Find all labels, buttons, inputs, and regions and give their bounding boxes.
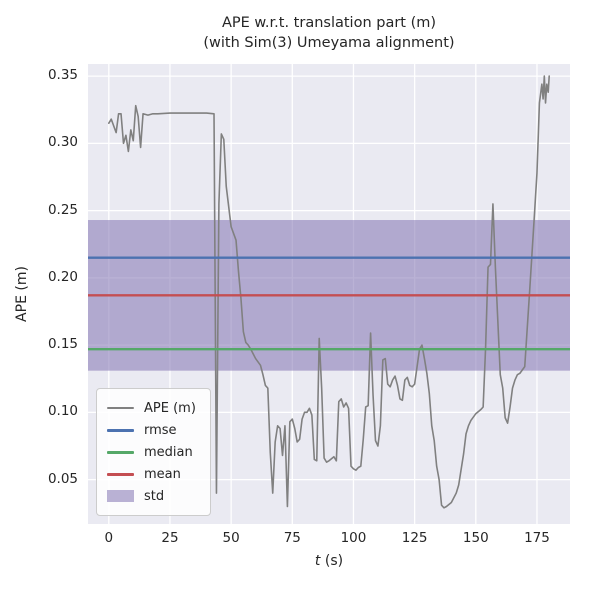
- ape-line: [107, 75, 551, 509]
- legend-label: rmse: [144, 422, 177, 438]
- y-tick-label: 0.20: [47, 268, 78, 285]
- legend-item: mean: [107, 463, 196, 485]
- legend-item: rmse: [107, 419, 196, 441]
- y-tick-label: 0.25: [47, 201, 78, 218]
- x-tick-label: 75: [283, 530, 301, 546]
- legend-swatch-patch: [107, 490, 134, 502]
- y-tick-label: 0.30: [47, 134, 78, 151]
- x-tick-label: 175: [524, 530, 550, 546]
- x-tick-label: 25: [161, 530, 179, 546]
- legend-swatch-line: [107, 472, 134, 476]
- y-tick-label: 0.35: [47, 67, 78, 84]
- legend-swatch-line: [107, 450, 134, 454]
- legend-label: median: [144, 444, 193, 460]
- y-tick-label: 0.10: [47, 403, 78, 420]
- chart-title: APE w.r.t. translation part (m) (with Si…: [88, 13, 570, 54]
- y-tick-label: 0.05: [47, 470, 78, 487]
- legend-label: APE (m): [144, 400, 196, 416]
- legend-label: std: [144, 488, 165, 504]
- legend-item: std: [107, 485, 196, 507]
- legend: APE (m) rmse median mean std: [96, 388, 211, 516]
- x-tick-label: 150: [462, 530, 489, 546]
- x-tick-label: 50: [222, 530, 240, 546]
- legend-swatch-line: [107, 428, 134, 432]
- x-tick-label: 125: [401, 530, 428, 546]
- x-axis-label-var: t: [314, 553, 321, 569]
- x-tick-label: 0: [104, 530, 114, 546]
- x-axis-label: t (s): [88, 553, 570, 569]
- legend-label: mean: [144, 466, 181, 482]
- legend-swatch-line: [107, 407, 134, 409]
- chart-title-line2: (with Sim(3) Umeyama alignment): [203, 35, 455, 52]
- x-tick-label: 100: [340, 530, 367, 546]
- chart-title-line1: APE w.r.t. translation part (m): [221, 15, 437, 31]
- y-tick-label: 0.15: [47, 336, 78, 353]
- x-axis-label-unit: (s): [320, 553, 344, 569]
- legend-item: median: [107, 441, 196, 463]
- legend-item: APE (m): [107, 397, 196, 419]
